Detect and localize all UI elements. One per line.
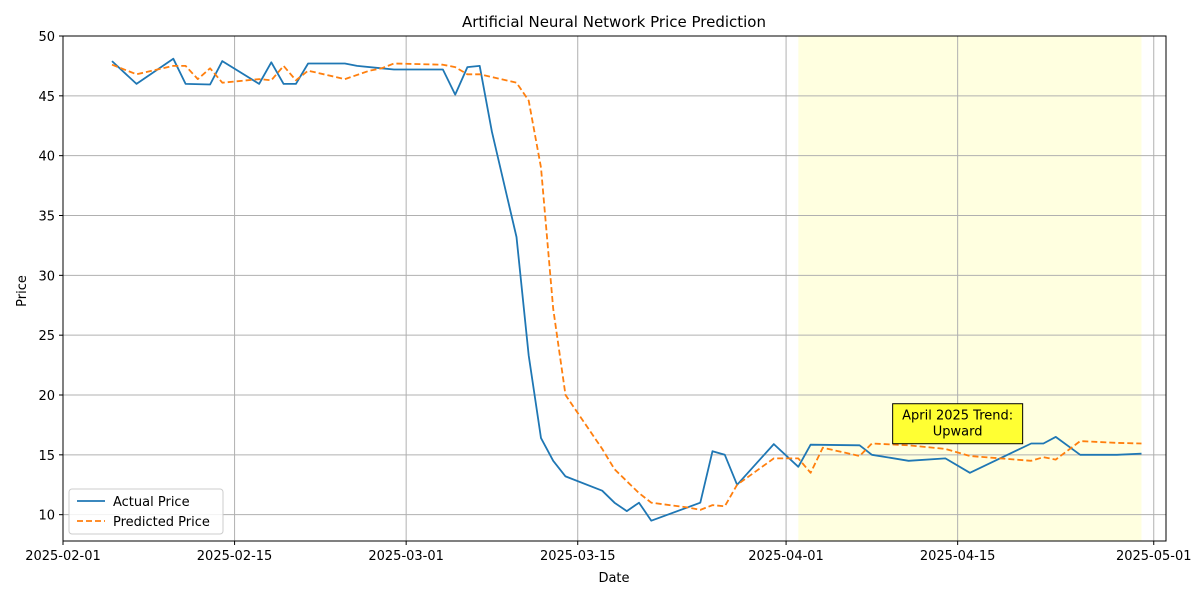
x-tick-label: 2025-02-15 bbox=[197, 549, 273, 564]
annotation-line: Upward bbox=[933, 425, 983, 440]
annotation-line: April 2025 Trend: bbox=[902, 409, 1013, 424]
y-tick-label: 45 bbox=[38, 90, 55, 105]
series-line-2 bbox=[111, 62, 1142, 511]
series-layer bbox=[111, 57, 1142, 522]
annotation-box bbox=[892, 403, 1024, 445]
x-tick-label: 2025-04-01 bbox=[748, 549, 824, 564]
legend-entry-1: Actual Price bbox=[113, 495, 190, 510]
x-tick-label: 2025-05-01 bbox=[1116, 549, 1192, 564]
y-axis: 10 15 20 25 30 35 40 45 50 bbox=[38, 30, 63, 524]
chart-title: Artificial Neural Network Price Predicti… bbox=[462, 13, 766, 31]
y-tick-label: 20 bbox=[38, 389, 55, 404]
y-tick-label: 10 bbox=[38, 509, 55, 524]
x-tick-label: 2025-02-01 bbox=[25, 549, 101, 564]
y-tick-label: 25 bbox=[38, 329, 55, 344]
y-tick-label: 35 bbox=[38, 210, 55, 225]
legend: Actual Price Predicted Price bbox=[68, 488, 224, 535]
x-axis: 2025-02-01 2025-02-15 2025-03-01 2025-03-15… bbox=[25, 541, 1192, 564]
annotation: April 2025 Trend: Upward bbox=[892, 403, 1024, 445]
annotation-text: April 2025 Trend: Upward bbox=[902, 409, 1013, 440]
y-tick-label: 30 bbox=[38, 269, 55, 284]
x-tick-label: 2025-03-01 bbox=[368, 549, 444, 564]
legend-entry-2: Predicted Price bbox=[113, 515, 210, 530]
y-tick-label: 50 bbox=[38, 30, 55, 45]
grid bbox=[62, 35, 1166, 541]
y-tick-label: 40 bbox=[38, 150, 55, 165]
y-axis-label: Price bbox=[15, 275, 30, 307]
plot-area: April 2025 Trend: Upward bbox=[62, 35, 1167, 542]
highlight-span bbox=[798, 36, 1142, 541]
y-tick-label: 15 bbox=[38, 449, 55, 464]
x-tick-label: 2025-03-15 bbox=[540, 549, 616, 564]
x-tick-label: 2025-04-15 bbox=[920, 549, 996, 564]
series-line-1 bbox=[111, 57, 1142, 522]
x-axis-label: Date bbox=[598, 571, 629, 586]
legend-box bbox=[68, 488, 224, 535]
plot-frame bbox=[62, 35, 1167, 542]
